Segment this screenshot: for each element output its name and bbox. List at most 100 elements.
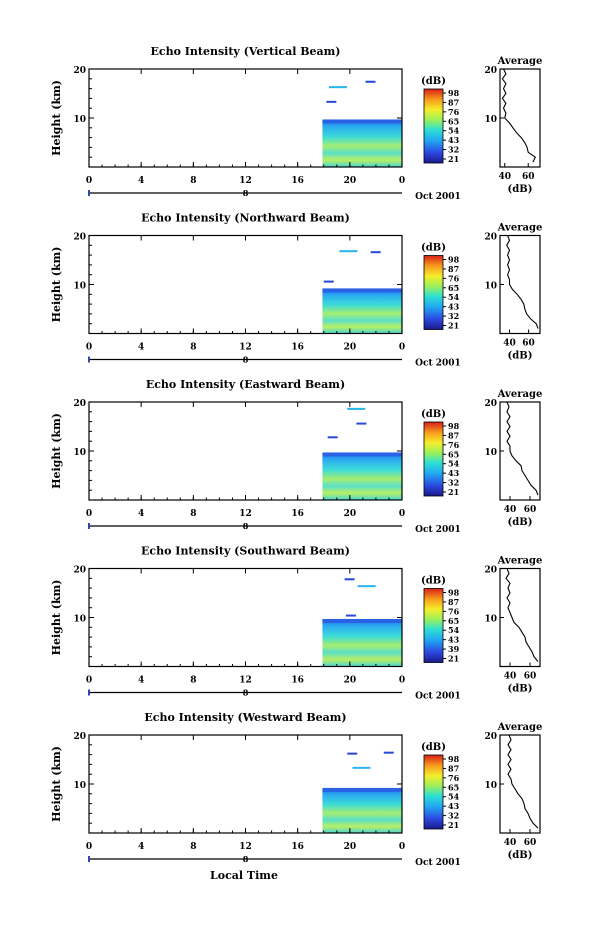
day-label: 8 xyxy=(243,188,249,198)
day-label: 8 xyxy=(243,521,249,531)
panel-title: Echo Intensity (Westward Beam) xyxy=(144,711,346,724)
avg-x-tick-label: 60 xyxy=(522,339,535,349)
echo-cloud xyxy=(322,619,402,667)
colorbar-tick-label: 76 xyxy=(448,773,460,783)
colorbar-tick-label: 43 xyxy=(448,635,460,645)
avg-x-tick-label: 60 xyxy=(524,672,537,682)
colorbar-unit: (dB) xyxy=(421,409,446,420)
avg-x-label: (dB) xyxy=(508,184,533,195)
x-tick-label: 16 xyxy=(291,509,304,519)
x-tick-label: 20 xyxy=(344,676,357,686)
y-tick-label: 10 xyxy=(73,615,86,625)
date-label: Oct 2001 xyxy=(415,192,461,202)
y-tick-label: 20 xyxy=(73,233,86,243)
average-profile-line xyxy=(505,568,539,662)
colorbar-tick-label: 87 xyxy=(448,763,459,773)
avg-x-label: (dB) xyxy=(508,684,533,695)
colorbar xyxy=(423,421,444,497)
avg-x-tick-label: 40 xyxy=(504,505,517,515)
colorbar-unit: (dB) xyxy=(421,76,446,87)
avg-x-tick-label: 40 xyxy=(498,172,511,182)
echo-cloud xyxy=(322,453,402,500)
colorbar-tick-label: 76 xyxy=(448,606,460,616)
panel-title: Echo Intensity (Southward Beam) xyxy=(141,545,350,558)
average-frame xyxy=(499,234,541,335)
x-axis-label: Local Time xyxy=(210,869,278,882)
avg-y-tick-label: 20 xyxy=(484,399,497,409)
echo-speck xyxy=(357,585,376,588)
x-tick-label: 0 xyxy=(399,676,405,686)
echo-speck xyxy=(344,578,355,581)
y-tick-label: 20 xyxy=(73,399,86,409)
echo-speck xyxy=(370,251,381,254)
x-tick-label: 16 xyxy=(291,176,304,186)
average-frame xyxy=(499,567,541,668)
colorbar-tick-label: 43 xyxy=(448,468,460,478)
cloud-top-band xyxy=(322,618,402,623)
colorbar-tick-label: 21 xyxy=(448,321,459,331)
x-tick-label: 0 xyxy=(399,176,405,186)
x-tick-label: 0 xyxy=(86,343,92,353)
echo-speck xyxy=(345,614,356,617)
echo-speck xyxy=(323,280,334,283)
echo-speck xyxy=(356,422,367,425)
echo-cloud xyxy=(322,289,402,334)
date-label: Oct 2001 xyxy=(415,359,461,369)
x-tick-label: 8 xyxy=(190,343,196,353)
echo-speck xyxy=(383,751,394,754)
avg-y-tick-label: 10 xyxy=(484,781,497,791)
colorbar-tick-label: 43 xyxy=(448,302,460,312)
x-tick-label: 16 xyxy=(291,676,304,686)
colorbar-tick-label: 65 xyxy=(448,782,459,792)
y-axis-label: Height (km) xyxy=(50,247,63,323)
colorbar-tick-label: 98 xyxy=(448,255,460,265)
colorbar-unit: (dB) xyxy=(421,742,446,753)
x-tick-label: 12 xyxy=(239,842,252,852)
avg-y-tick-label: 10 xyxy=(484,448,497,458)
colorbar-tick-label: 76 xyxy=(448,440,460,450)
x-tick-label: 4 xyxy=(138,842,144,852)
date-label: Oct 2001 xyxy=(415,692,461,702)
echo-speck xyxy=(339,250,358,253)
average-title: Average xyxy=(497,389,543,400)
avg-y-tick-label: 20 xyxy=(484,233,497,243)
avg-y-tick-label: 20 xyxy=(484,566,497,576)
colorbar-tick-label: 54 xyxy=(448,792,460,802)
y-tick-label: 20 xyxy=(73,566,86,576)
x-tick-label: 0 xyxy=(399,842,405,852)
colorbar-tick-label: 65 xyxy=(448,283,459,293)
x-tick-label: 20 xyxy=(344,509,357,519)
colorbar-tick-label: 98 xyxy=(448,88,460,98)
colorbar-tick-label: 54 xyxy=(448,625,460,635)
x-tick-label: 12 xyxy=(239,176,252,186)
echo-speck xyxy=(352,766,371,769)
x-tick-label: 0 xyxy=(86,676,92,686)
average-profile-line xyxy=(501,68,537,163)
colorbar-tick-label: 54 xyxy=(448,126,460,136)
echo-speck xyxy=(326,100,337,103)
avg-x-tick-label: 60 xyxy=(524,505,537,515)
date-label: Oct 2001 xyxy=(415,525,461,535)
x-tick-label: 8 xyxy=(190,509,196,519)
y-tick-label: 10 xyxy=(73,781,86,791)
panel-0: Echo Intensity (Vertical Beam) Height (km… xyxy=(50,45,542,202)
colorbar-tick-label: 21 xyxy=(448,654,459,664)
colorbar-tick-label: 32 xyxy=(448,478,459,488)
colorbar-tick-label: 32 xyxy=(448,811,459,821)
x-tick-label: 8 xyxy=(190,176,196,186)
colorbar-tick-label: 87 xyxy=(448,597,459,607)
x-tick-label: 0 xyxy=(86,176,92,186)
colorbar-unit: (dB) xyxy=(421,243,446,254)
avg-x-label: (dB) xyxy=(508,517,533,528)
avg-x-label: (dB) xyxy=(508,351,533,362)
average-frame xyxy=(499,734,541,834)
colorbar-tick-label: 87 xyxy=(448,97,459,107)
x-tick-label: 0 xyxy=(86,842,92,852)
colorbar-tick-label: 65 xyxy=(448,616,459,626)
echo-cloud xyxy=(322,788,402,833)
average-title: Average xyxy=(497,722,543,733)
echo-speck xyxy=(347,752,358,755)
echo-speck xyxy=(327,436,338,439)
echo-cloud xyxy=(322,120,402,167)
colorbar-tick-label: 43 xyxy=(448,135,460,145)
